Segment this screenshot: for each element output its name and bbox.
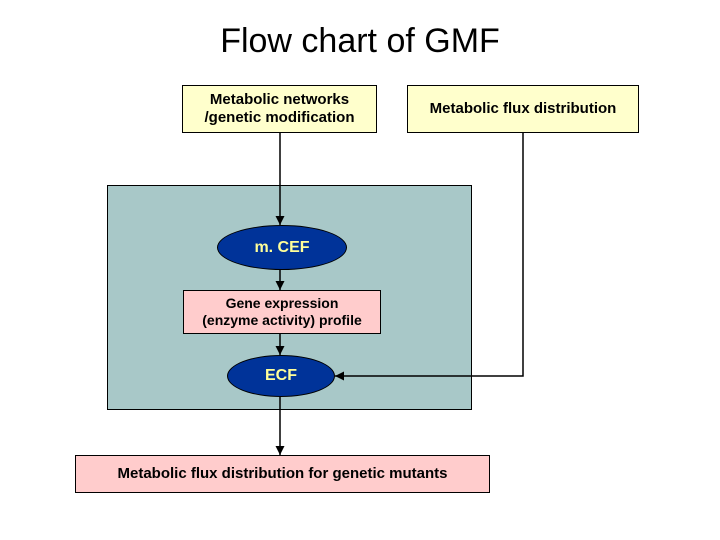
node-flux-distribution: Metabolic flux distribution [407,85,639,133]
node-mcef: m. CEF [217,225,347,270]
node-ecf: ECF [227,355,335,397]
node-output: Metabolic flux distribution for genetic … [75,455,490,493]
page-title: Flow chart of GMF [0,22,720,61]
node-metabolic-networks: Metabolic networks/genetic modification [182,85,377,133]
node-gene-expression: Gene expression(enzyme activity) profile [183,290,381,334]
